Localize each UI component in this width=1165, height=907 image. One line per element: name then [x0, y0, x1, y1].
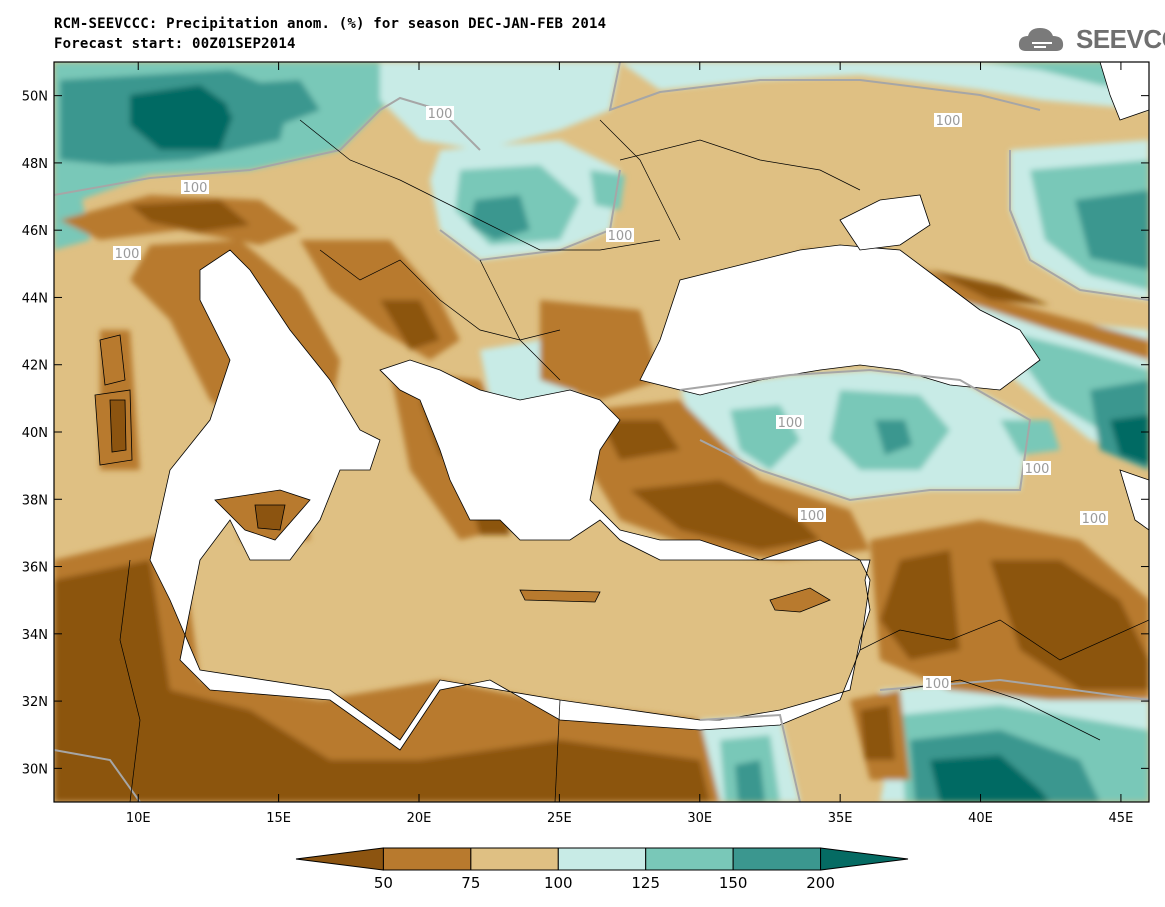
- contour-label: 100: [1025, 462, 1050, 477]
- lat-tick-label: 38N: [22, 493, 48, 508]
- lat-tick-label: 36N: [22, 561, 48, 576]
- colorbar-level-label: 125: [631, 874, 660, 892]
- title-line-2: Forecast start: 00Z01SEP2014: [54, 36, 296, 52]
- lat-tick-label: 40N: [22, 426, 48, 441]
- contour-label: 100: [115, 247, 140, 262]
- colorbar-triangle-low: [295, 847, 384, 871]
- contour-label: 100: [800, 509, 825, 524]
- sea-mask: [149, 62, 1149, 751]
- islands: [94, 334, 831, 613]
- colorbar-level-label: 200: [806, 874, 835, 892]
- lat-tick-label: 30N: [22, 762, 48, 777]
- lat-tick-label: 46N: [22, 224, 48, 239]
- colorbar-segment: [382, 847, 472, 871]
- lon-tick-label: 10E: [126, 811, 151, 826]
- lon-tick-label: 35E: [828, 811, 853, 826]
- colorbar-level-label: 50: [374, 874, 393, 892]
- map-title: RCM-SEEVCCC: Precipitation anom. (%) for…: [54, 14, 606, 54]
- contour-label: 100: [608, 229, 633, 244]
- map-plot-area: [54, 62, 1149, 802]
- lon-tick-label: 45E: [1109, 811, 1134, 826]
- lat-tick-label: 32N: [22, 695, 48, 710]
- cloud-icon: [1018, 28, 1064, 51]
- contour-label: 100: [1082, 512, 1107, 527]
- colorbar: 50 75 100 125 150 200: [295, 847, 909, 892]
- contour-label: 100: [936, 114, 961, 129]
- colorbar-level-label: 75: [461, 874, 480, 892]
- lon-tick-label: 40E: [968, 811, 993, 826]
- colorbar-segment: [470, 847, 559, 871]
- colorbar-segment: [645, 847, 734, 871]
- lat-tick-label: 50N: [22, 90, 48, 105]
- logo-text: SEEVCCC: [1076, 24, 1165, 54]
- title-line-1: RCM-SEEVCCC: Precipitation anom. (%) for…: [54, 16, 607, 32]
- lat-tick-label: 48N: [22, 157, 48, 172]
- lon-tick-label: 25E: [547, 811, 572, 826]
- lon-tick-label: 30E: [687, 811, 712, 826]
- contour-label: 100: [778, 416, 803, 431]
- colorbar-level-label: 100: [544, 874, 573, 892]
- lat-tick-label: 42N: [22, 359, 48, 374]
- lat-tick-label: 34N: [22, 628, 48, 643]
- lon-tick-label: 15E: [266, 811, 291, 826]
- colorbar-segment: [557, 847, 647, 871]
- lon-tick-label: 20E: [407, 811, 432, 826]
- colorbar-triangle-high: [820, 847, 909, 871]
- lat-tick-label: 44N: [22, 291, 48, 306]
- contour-label: 100: [183, 181, 208, 196]
- colorbar-level-label: 150: [719, 874, 748, 892]
- contour-label: 100: [428, 107, 453, 122]
- contour-label: 100: [925, 677, 950, 692]
- colorbar-segment: [732, 847, 822, 871]
- map-axes: 10E 15E 20E 25E 30E 35E 40E 45E 30N 32N 34N 36N 38N 4…: [22, 62, 1149, 826]
- contour-labels: 100 100 100 100 100 100 100 100 100 100: [113, 106, 1108, 692]
